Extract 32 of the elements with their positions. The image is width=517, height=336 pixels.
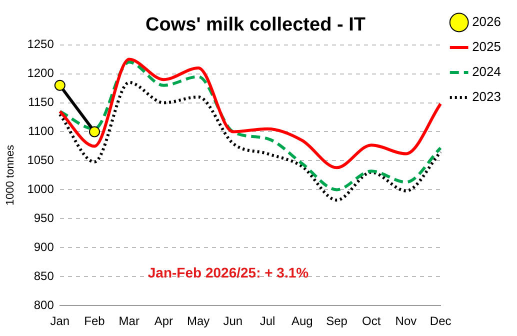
y-tick-label: 1200 xyxy=(27,66,54,80)
y-tick-label: 900 xyxy=(34,240,54,254)
x-tick-label: Feb xyxy=(84,314,106,328)
y-tick-label: 1150 xyxy=(28,95,54,110)
y-tick-label: 1100 xyxy=(28,124,54,138)
legend-label: 2026 xyxy=(472,14,501,30)
annotation: Jan-Feb 2026/25: + 3.1% xyxy=(148,264,310,280)
x-tick-label: Jan xyxy=(50,314,70,328)
x-tick-label: Sep xyxy=(326,314,348,328)
legend-label: 2025 xyxy=(472,39,501,54)
x-tick-label: Dec xyxy=(430,314,452,328)
legend-label: 2023 xyxy=(472,89,501,104)
y-axis-title: 1000 tonnes xyxy=(4,144,17,206)
y-tick-label: 1050 xyxy=(27,153,54,168)
legend-label: 2024 xyxy=(472,64,501,80)
x-tick-label: Nov xyxy=(395,314,417,328)
x-tick-label: Apr xyxy=(154,314,174,328)
y-tick-label: 800 xyxy=(34,298,54,312)
y-tick-label: 1250 xyxy=(27,37,54,52)
chart-title: Cows' milk collected - IT xyxy=(146,14,366,36)
line-series xyxy=(58,80,442,202)
x-tick-label: Aug xyxy=(291,314,313,328)
x-tick-label: Jul xyxy=(260,314,276,328)
y-tick-label: 1000 xyxy=(27,182,54,196)
x-tick-label: Mar xyxy=(118,314,140,328)
x-tick-label: Jun xyxy=(223,314,243,328)
y-tick-label: 850 xyxy=(34,268,54,283)
y-tick-label: 950 xyxy=(34,210,54,225)
line-series xyxy=(58,58,442,170)
x-tick-label: May xyxy=(186,314,210,328)
x-tick-label: Oct xyxy=(362,314,382,328)
line-series xyxy=(58,60,442,192)
